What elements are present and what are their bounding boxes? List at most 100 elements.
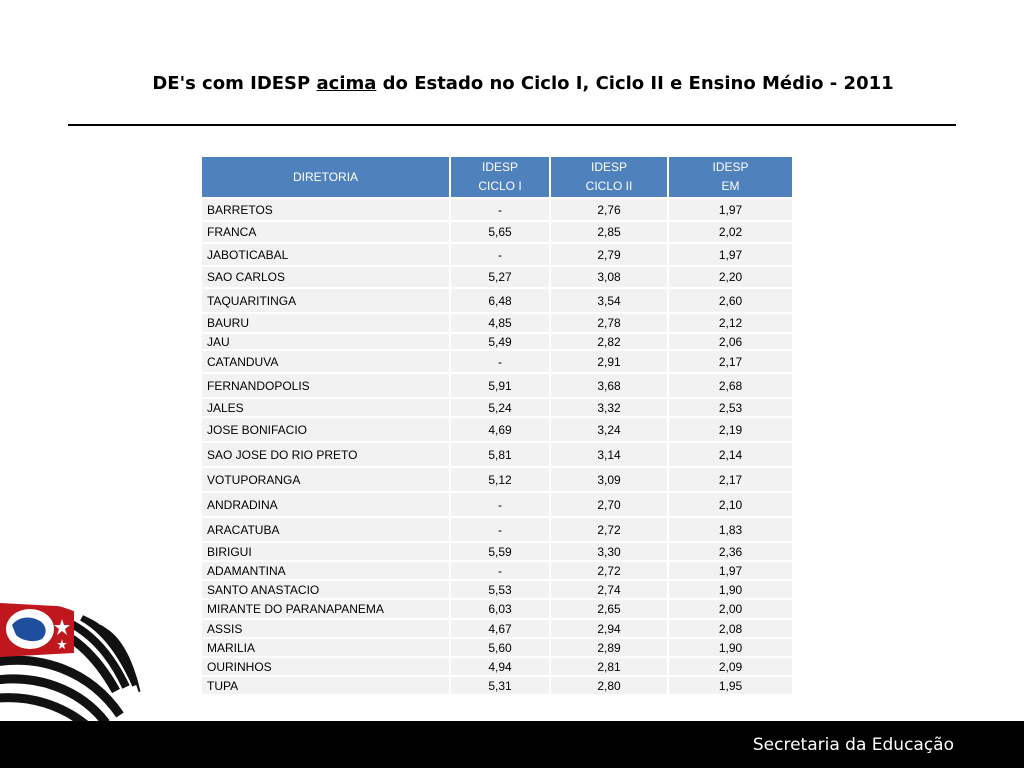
diretoria-cell: TAQUARITINGA xyxy=(202,288,451,314)
idesp-value-cell: 2,14 xyxy=(668,442,792,468)
diretoria-cell: JOSE BONIFACIO xyxy=(202,417,451,443)
idesp-value-cell: 2,82 xyxy=(550,333,669,351)
idesp-value-cell: 2,80 xyxy=(550,676,669,696)
table-body: BARRETOS -2,76 1,97 FRANCA 5,65 2,85 2,02 JABOT… xyxy=(202,198,792,696)
idesp-value-cell: 4,67 xyxy=(450,619,551,639)
idesp-value-cell: 1,97 xyxy=(668,243,792,267)
title-prefix: DE's com IDESP xyxy=(152,73,311,94)
table-row: JOSE BONIFACIO 4,69 3,24 2,19 xyxy=(202,417,792,443)
idesp-value-cell: 5,59 xyxy=(450,542,551,562)
idesp-value-cell: 2,36 xyxy=(668,542,792,562)
table-row: ARACATUBA -2,72 1,83 xyxy=(202,517,792,543)
idesp-value-cell: 4,69 xyxy=(450,417,551,443)
diretoria-cell: VOTUPORANGA xyxy=(202,467,451,493)
table-row: BAURU 4,85 2,78 2,12 xyxy=(202,313,792,334)
idesp-value-cell: 5,24 xyxy=(450,398,551,418)
idesp-value-cell: 5,12 xyxy=(450,467,551,493)
footer-text: Secretaria da Educação xyxy=(752,735,954,755)
idesp-value-cell: 5,65 xyxy=(450,221,551,244)
idesp-value-cell: - xyxy=(450,350,551,374)
idesp-value-cell: - xyxy=(450,198,551,222)
idesp-value-cell: - xyxy=(450,561,551,581)
table-row: BARRETOS -2,76 1,97 xyxy=(202,198,792,222)
idesp-value-cell: 2,06 xyxy=(668,333,792,351)
table-row: SAO JOSE DO RIO PRETO 5,81 3,14 2,14 xyxy=(202,442,792,468)
diretoria-cell: CATANDUVA xyxy=(202,350,451,374)
idesp-value-cell: 2,19 xyxy=(668,417,792,443)
diretoria-cell: BARRETOS xyxy=(202,198,451,222)
idesp-value-cell: 2,17 xyxy=(668,467,792,493)
idesp-value-cell: 6,48 xyxy=(450,288,551,314)
diretoria-cell: JABOTICABAL xyxy=(202,243,451,267)
idesp-value-cell: 5,49 xyxy=(450,333,551,351)
table-row: CATANDUVA -2,91 2,17 xyxy=(202,350,792,374)
idesp-table-container: DIRETORIA IDESP CICLO I IDESP CICLO II I… xyxy=(202,157,792,696)
slide-title: DE's com IDESP acima do Estado no Ciclo … xyxy=(0,73,1024,94)
idesp-value-cell: 2,85 xyxy=(550,221,669,244)
idesp-value-cell: 3,30 xyxy=(550,542,669,562)
diretoria-cell: MIRANTE DO PARANAPANEMA xyxy=(202,599,451,620)
table-row: ANDRADINA -2,70 2,10 xyxy=(202,492,792,518)
idesp-value-cell: - xyxy=(450,517,551,543)
diretoria-cell: SAO JOSE DO RIO PRETO xyxy=(202,442,451,468)
table-row: OURINHOS 4,94 2,81 2,09 xyxy=(202,657,792,677)
diretoria-cell: ARACATUBA xyxy=(202,517,451,543)
idesp-value-cell: 2,70 xyxy=(550,492,669,518)
diretoria-cell: ADAMANTINA xyxy=(202,561,451,581)
table-row: ADAMANTINA -2,72 1,97 xyxy=(202,561,792,581)
diretoria-cell: JAU xyxy=(202,333,451,351)
table-row: BIRIGUI 5,59 3,30 2,36 xyxy=(202,542,792,562)
idesp-value-cell: 3,32 xyxy=(550,398,669,418)
idesp-value-cell: 2,91 xyxy=(550,350,669,374)
diretoria-cell: BAURU xyxy=(202,313,451,334)
idesp-value-cell: 2,81 xyxy=(550,657,669,677)
diretoria-cell: JALES xyxy=(202,398,451,418)
table-header-row: DIRETORIA IDESP CICLO I IDESP CICLO II I… xyxy=(202,157,792,199)
diretoria-cell: SANTO ANASTACIO xyxy=(202,580,451,600)
idesp-value-cell: 2,10 xyxy=(668,492,792,518)
table-row: MARILIA 5,60 2,89 1,90 xyxy=(202,638,792,658)
idesp-value-cell: 2,78 xyxy=(550,313,669,334)
table-row: SAO CARLOS 5,27 3,08 2,20 xyxy=(202,266,792,289)
table-row: MIRANTE DO PARANAPANEMA 6,03 2,65 2,00 xyxy=(202,599,792,620)
idesp-value-cell: 2,68 xyxy=(668,373,792,399)
idesp-value-cell: 2,02 xyxy=(668,221,792,244)
idesp-value-cell: 3,14 xyxy=(550,442,669,468)
diretoria-cell: OURINHOS xyxy=(202,657,451,677)
idesp-value-cell: 3,24 xyxy=(550,417,669,443)
footer-bar: Secretaria da Educação xyxy=(0,721,1024,768)
idesp-value-cell: 5,31 xyxy=(450,676,551,696)
idesp-value-cell: 2,00 xyxy=(668,599,792,620)
idesp-value-cell: 5,27 xyxy=(450,266,551,289)
diretoria-cell: FRANCA xyxy=(202,221,451,244)
table-row: VOTUPORANGA 5,12 3,09 2,17 xyxy=(202,467,792,493)
idesp-value-cell: 5,60 xyxy=(450,638,551,658)
idesp-value-cell: 3,54 xyxy=(550,288,669,314)
diretoria-cell: MARILIA xyxy=(202,638,451,658)
diretoria-cell: TUPA xyxy=(202,676,451,696)
table-row: JAU 5,49 2,82 2,06 xyxy=(202,333,792,351)
diretoria-cell: ANDRADINA xyxy=(202,492,451,518)
idesp-table: DIRETORIA IDESP CICLO I IDESP CICLO II I… xyxy=(202,157,792,696)
header-idesp-ciclo-ii: IDESP CICLO II xyxy=(550,157,669,199)
idesp-value-cell: 4,85 xyxy=(450,313,551,334)
title-emphasis: acima xyxy=(316,73,377,94)
header-idesp-ciclo-i: IDESP CICLO I xyxy=(450,157,551,199)
idesp-value-cell: 1,90 xyxy=(668,638,792,658)
idesp-value-cell: 5,81 xyxy=(450,442,551,468)
idesp-value-cell: 4,94 xyxy=(450,657,551,677)
idesp-value-cell: 2,89 xyxy=(550,638,669,658)
idesp-value-cell: 2,53 xyxy=(668,398,792,418)
idesp-value-cell: 2,94 xyxy=(550,619,669,639)
header-diretoria: DIRETORIA xyxy=(202,157,451,199)
idesp-value-cell: 2,09 xyxy=(668,657,792,677)
table-row: JABOTICABAL -2,79 1,97 xyxy=(202,243,792,267)
idesp-value-cell: 2,74 xyxy=(550,580,669,600)
idesp-value-cell: 2,79 xyxy=(550,243,669,267)
idesp-value-cell: 5,53 xyxy=(450,580,551,600)
table-row: TUPA 5,31 2,80 1,95 xyxy=(202,676,792,696)
idesp-value-cell: 1,90 xyxy=(668,580,792,600)
idesp-value-cell: 2,65 xyxy=(550,599,669,620)
diretoria-cell: FERNANDOPOLIS xyxy=(202,373,451,399)
table-row: FERNANDOPOLIS 5,91 3,68 2,68 xyxy=(202,373,792,399)
